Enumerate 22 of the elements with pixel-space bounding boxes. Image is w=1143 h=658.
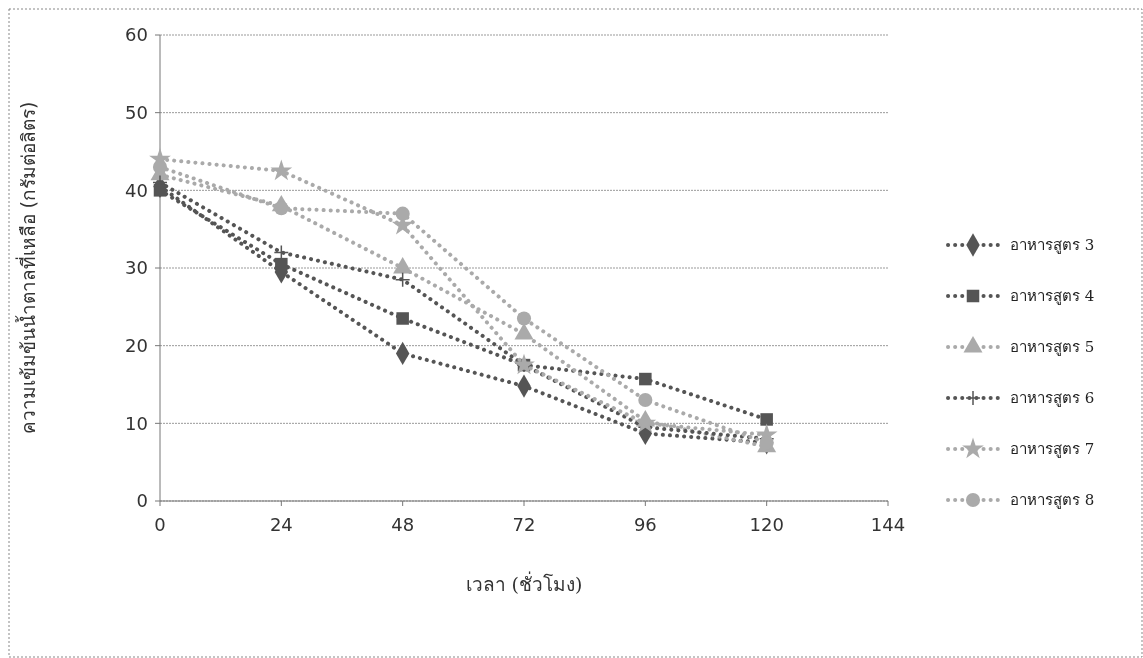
x-tick-label: 120 [749,514,784,535]
x-tick-label: 0 [154,514,166,535]
legend-label: อาหารสูตร 4 [1010,287,1095,306]
legend-label: อาหารสูตร 7 [1010,440,1095,459]
y-tick-label: 20 [125,334,148,356]
y-tick-label: 60 [125,24,148,46]
legend-label: อาหารสูตร 6 [1010,389,1095,408]
x-tick-label: 96 [633,514,657,535]
x-tick-label: 48 [391,514,415,535]
y-axis-title: ความเข้มข้นน้ำตาลที่เหลือ (กรัมต่อลิตร) [15,101,39,435]
y-tick-label: 0 [136,490,148,512]
legend-label: อาหารสูตร 3 [1010,236,1095,255]
legend-label: อาหารสูตร 5 [1010,338,1095,357]
y-tick-label: 40 [125,179,148,201]
x-tick-label: 144 [870,514,906,535]
y-tick-label: 50 [125,101,148,123]
x-tick-label: 72 [512,514,536,535]
y-tick-label: 10 [125,412,148,434]
x-axis-title: เวลา (ชั่วโมง) [465,571,583,595]
y-tick-label: 30 [125,257,148,279]
x-tick-label: 24 [269,514,293,535]
legend-label: อาหารสูตร 8 [1010,491,1095,510]
